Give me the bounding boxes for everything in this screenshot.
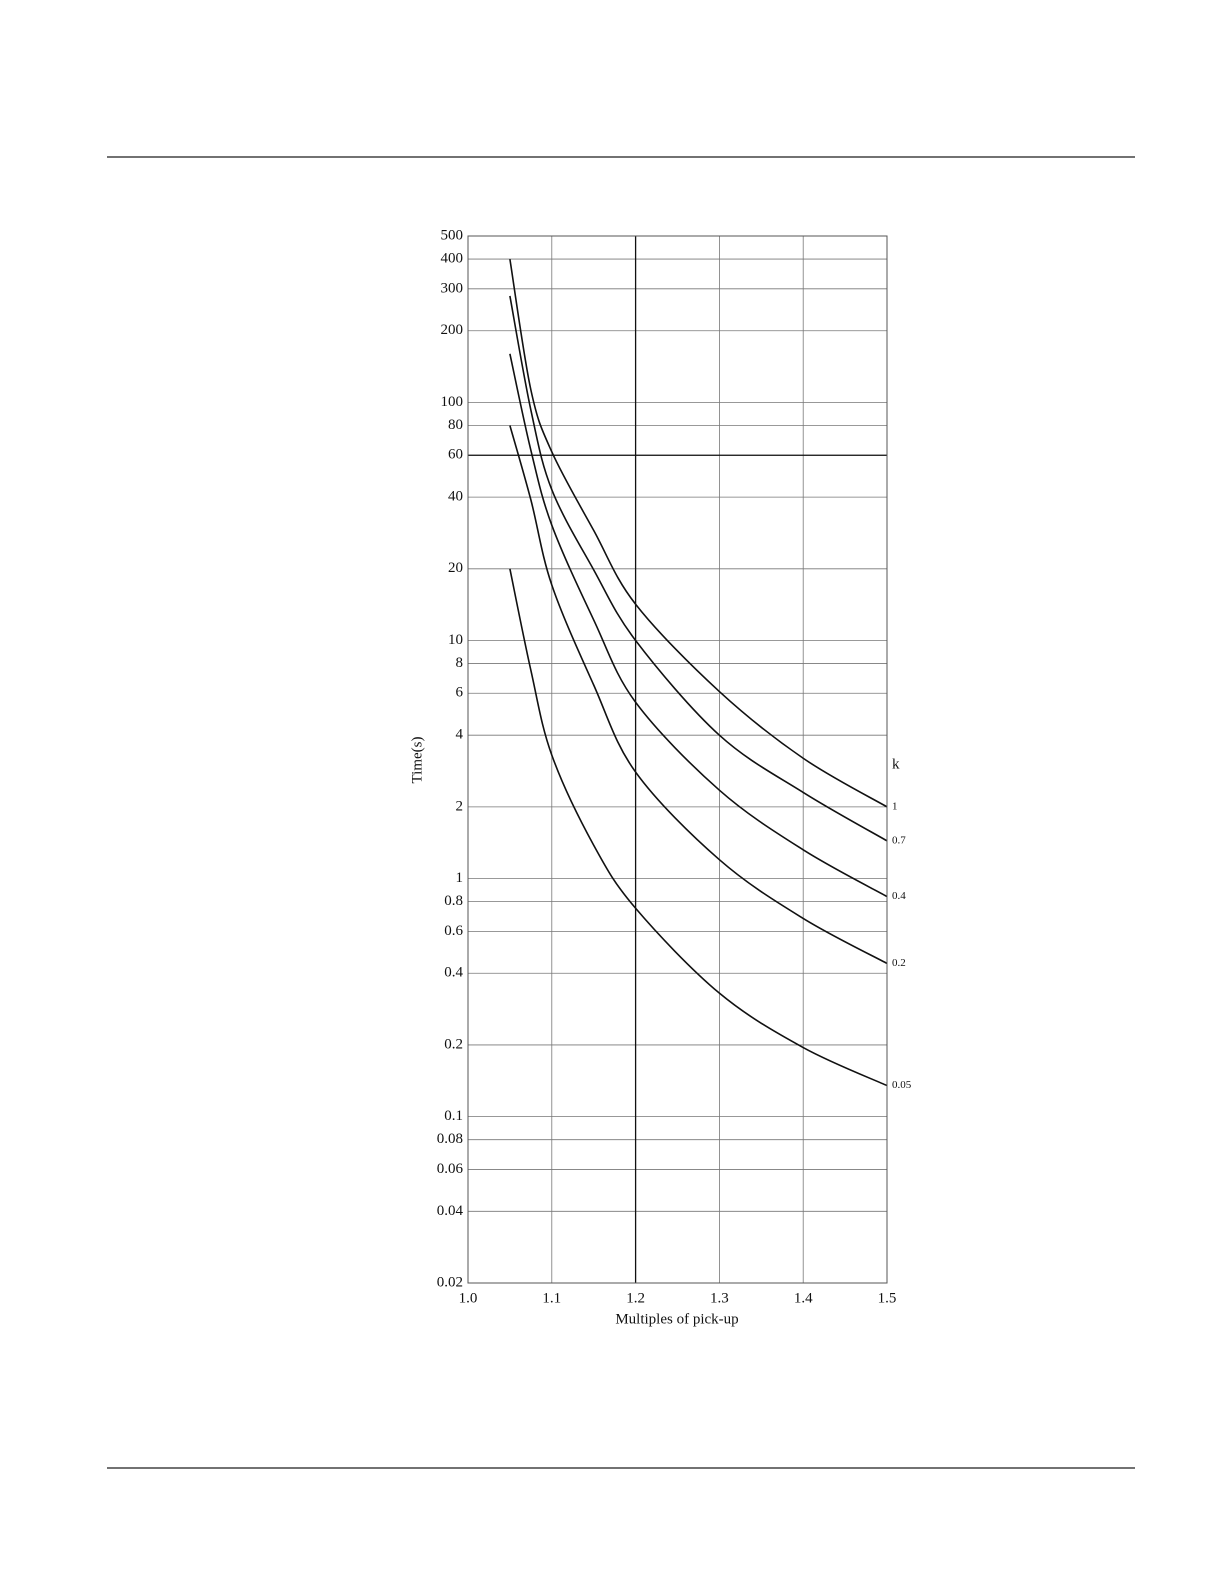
x-tick-label: 1.3 bbox=[710, 1290, 729, 1306]
y-tick-label: 4 bbox=[456, 727, 464, 743]
y-tick-label: 0.08 bbox=[437, 1131, 463, 1147]
y-tick-label: 0.06 bbox=[437, 1161, 464, 1177]
curve bbox=[509, 568, 888, 1087]
x-tick-label: 1.0 bbox=[459, 1290, 478, 1306]
y-tick-label: 1 bbox=[456, 870, 464, 886]
y-tick-label: 300 bbox=[441, 280, 464, 296]
y-tick-label: 0.2 bbox=[444, 1036, 463, 1052]
x-tick-label: 1.5 bbox=[878, 1290, 897, 1306]
y-tick-label: 20 bbox=[448, 560, 463, 576]
y-tick-label: 0.04 bbox=[437, 1203, 464, 1219]
x-tick-label: 1.4 bbox=[794, 1290, 813, 1306]
curve-label: 0.2 bbox=[892, 957, 906, 969]
y-tick-label: 0.4 bbox=[444, 965, 463, 981]
y-tick-label: 80 bbox=[448, 417, 463, 433]
y-tick-label: 10 bbox=[448, 632, 463, 648]
curve bbox=[509, 258, 888, 808]
curve-label: 0.05 bbox=[892, 1079, 912, 1091]
x-tick-label: 1.1 bbox=[542, 1290, 561, 1306]
curve-label: 1 bbox=[892, 800, 898, 812]
x-axis-label: Multiples of pick-up bbox=[615, 1311, 738, 1327]
curve-label: 0.4 bbox=[892, 890, 906, 902]
y-tick-label: 6 bbox=[456, 685, 464, 701]
y-tick-label: 40 bbox=[448, 489, 463, 505]
y-tick-label: 0.02 bbox=[437, 1274, 463, 1290]
plot-frame bbox=[467, 235, 888, 1284]
y-tick-label: 400 bbox=[441, 251, 464, 267]
y-tick-label: 60 bbox=[448, 447, 463, 463]
curve bbox=[509, 353, 888, 898]
curve-label: 0.7 bbox=[892, 834, 906, 846]
curve bbox=[509, 425, 888, 965]
y-tick-label: 0.6 bbox=[444, 923, 463, 939]
y-tick-label: 0.8 bbox=[444, 893, 463, 909]
y-tick-label: 500 bbox=[441, 227, 464, 243]
curve bbox=[509, 295, 888, 842]
y-tick-label: 8 bbox=[456, 655, 464, 671]
y-tick-label: 200 bbox=[441, 322, 464, 338]
y-tick-label: 2 bbox=[456, 798, 464, 814]
y-axis-label: Time(s) bbox=[409, 737, 425, 784]
y-tick-label: 0.1 bbox=[444, 1108, 463, 1124]
y-tick-label: 100 bbox=[441, 394, 464, 410]
x-tick-label: 1.2 bbox=[626, 1290, 645, 1306]
legend-title: k bbox=[892, 756, 900, 772]
